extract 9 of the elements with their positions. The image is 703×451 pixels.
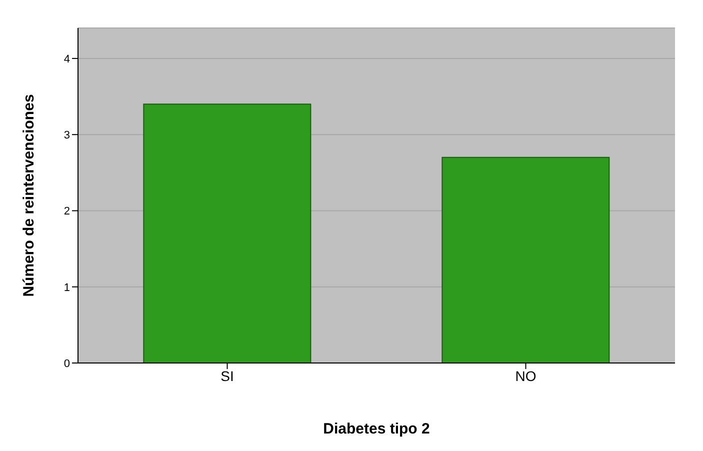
y-tick-label: 3 — [64, 129, 70, 142]
y-tick-label: 2 — [64, 206, 70, 218]
y-tick-label: 1 — [64, 282, 70, 294]
y-tick-label: 0 — [64, 358, 70, 370]
y-tick-label: 4 — [64, 53, 70, 66]
x-tick-label: NO — [515, 368, 536, 384]
x-axis-title: Diabetes tipo 2 — [323, 420, 430, 438]
y-axis-title: Número de reintervenciones — [20, 94, 38, 297]
x-tick-label: SI — [220, 368, 234, 384]
